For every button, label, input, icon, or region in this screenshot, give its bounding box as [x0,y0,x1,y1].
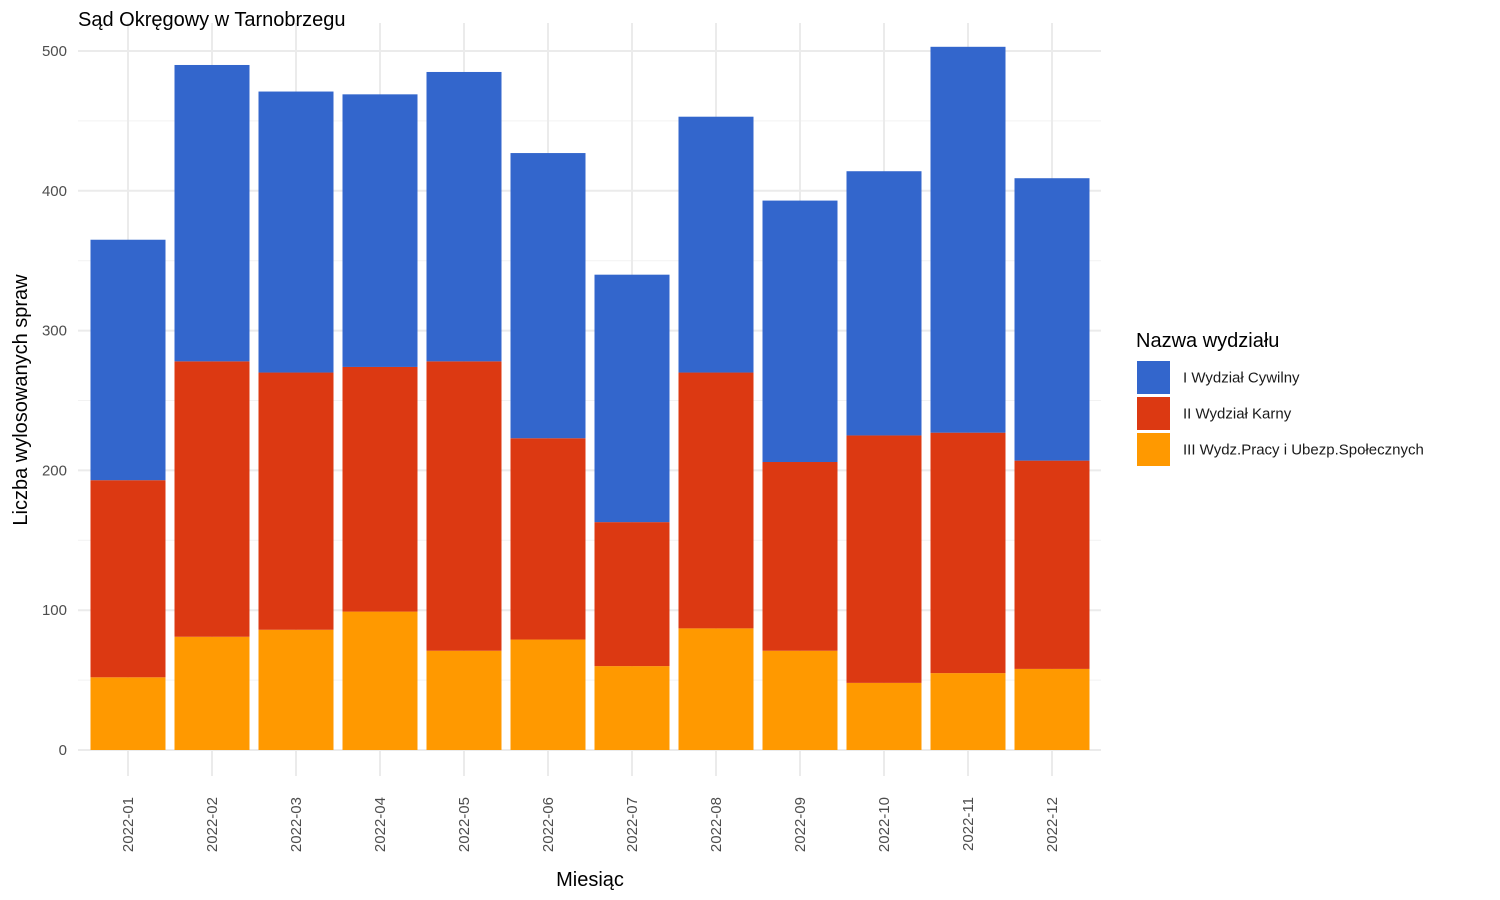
bar-segment-2022-04-1 [342,366,418,612]
legend-label-0: III Wydz.Pracy i Ubezp.Społecznych [1183,442,1424,459]
x-tick-label: 2022-02 [204,797,221,852]
legend-label-1: II Wydział Karny [1183,406,1292,423]
y-axis-title: Liczba wylosowanych spraw [10,274,32,526]
bar-segment-2022-03-0 [258,629,334,750]
bar-segment-2022-11-2 [930,46,1006,433]
legend-key-0 [1137,433,1170,466]
bar-segment-2022-01-1 [90,480,166,678]
x-tick-label: 2022-12 [1044,797,1061,852]
x-tick-label: 2022-04 [372,797,389,852]
bar-segment-2022-08-1 [678,372,754,629]
bar-segment-2022-11-1 [930,432,1006,674]
x-tick-label: 2022-03 [288,797,305,852]
bar-segment-2022-05-0 [426,650,502,750]
x-tick-label: 2022-07 [624,797,641,852]
bar-segment-2022-12-1 [1014,460,1090,669]
y-tick-label: 0 [59,742,67,759]
bar-segment-2022-06-1 [510,438,586,640]
legend-key-2 [1137,361,1170,394]
bar-segment-2022-06-0 [510,639,586,750]
bar-segment-2022-08-2 [678,116,754,373]
bar-segment-2022-08-0 [678,628,754,750]
bar-segment-2022-10-0 [846,682,922,750]
y-tick-label: 300 [42,323,67,340]
bar-segment-2022-04-0 [342,611,418,750]
bar-segment-2022-11-0 [930,673,1006,750]
bar-segment-2022-02-0 [174,636,250,750]
bar-segment-2022-10-1 [846,435,922,683]
bar-segment-2022-03-1 [258,372,334,630]
bar-segment-2022-07-1 [594,522,670,667]
legend-key-1 [1137,397,1170,430]
x-tick-label: 2022-11 [960,797,977,851]
x-axis-ticks: 2022-01 2022-02 2022-03 2022-04 2022-05 2022-… [120,797,1061,852]
bar-segment-2022-04-2 [342,94,418,367]
bar-segment-2022-12-2 [1014,178,1090,461]
bar-segment-2022-06-2 [510,153,586,439]
x-tick-label: 2022-06 [540,797,557,852]
legend-title: Nazwa wydziału [1136,330,1279,352]
y-axis-ticks: 0 100 200 300 400 500 [42,43,67,759]
bar-segment-2022-02-2 [174,64,250,362]
y-tick-label: 100 [42,602,67,619]
y-tick-label: 200 [42,462,67,479]
bar-segment-2022-03-2 [258,91,334,373]
bar-segment-2022-02-1 [174,361,250,637]
bar-segment-2022-07-2 [594,274,670,523]
bar-segment-2022-05-1 [426,361,502,651]
bar-segment-2022-05-2 [426,71,502,362]
y-tick-label: 500 [42,43,67,60]
bar-segment-2022-01-0 [90,677,166,750]
x-tick-label: 2022-01 [120,797,137,852]
bar-segment-2022-12-0 [1014,668,1090,750]
bar-segment-2022-10-2 [846,171,922,436]
bar-segment-2022-09-2 [762,200,838,463]
bar-segment-2022-07-0 [594,666,670,750]
legend: Nazwa wydziału I Wydział Cywilny II Wydzi… [1136,330,1424,466]
bar-segment-2022-09-1 [762,462,838,651]
chart-title: Sąd Okręgowy w Tarnobrzegu [78,9,346,31]
bars-layer [90,46,1090,750]
legend-label-2: I Wydział Cywilny [1183,370,1300,387]
x-tick-label: 2022-09 [792,797,809,852]
bar-segment-2022-01-2 [90,239,166,481]
x-axis-title: Miesiąc [556,869,624,891]
x-tick-label: 2022-10 [876,797,893,852]
y-tick-label: 400 [42,183,67,200]
x-tick-label: 2022-08 [708,797,725,852]
bar-segment-2022-09-0 [762,650,838,750]
x-tick-label: 2022-05 [456,797,473,852]
